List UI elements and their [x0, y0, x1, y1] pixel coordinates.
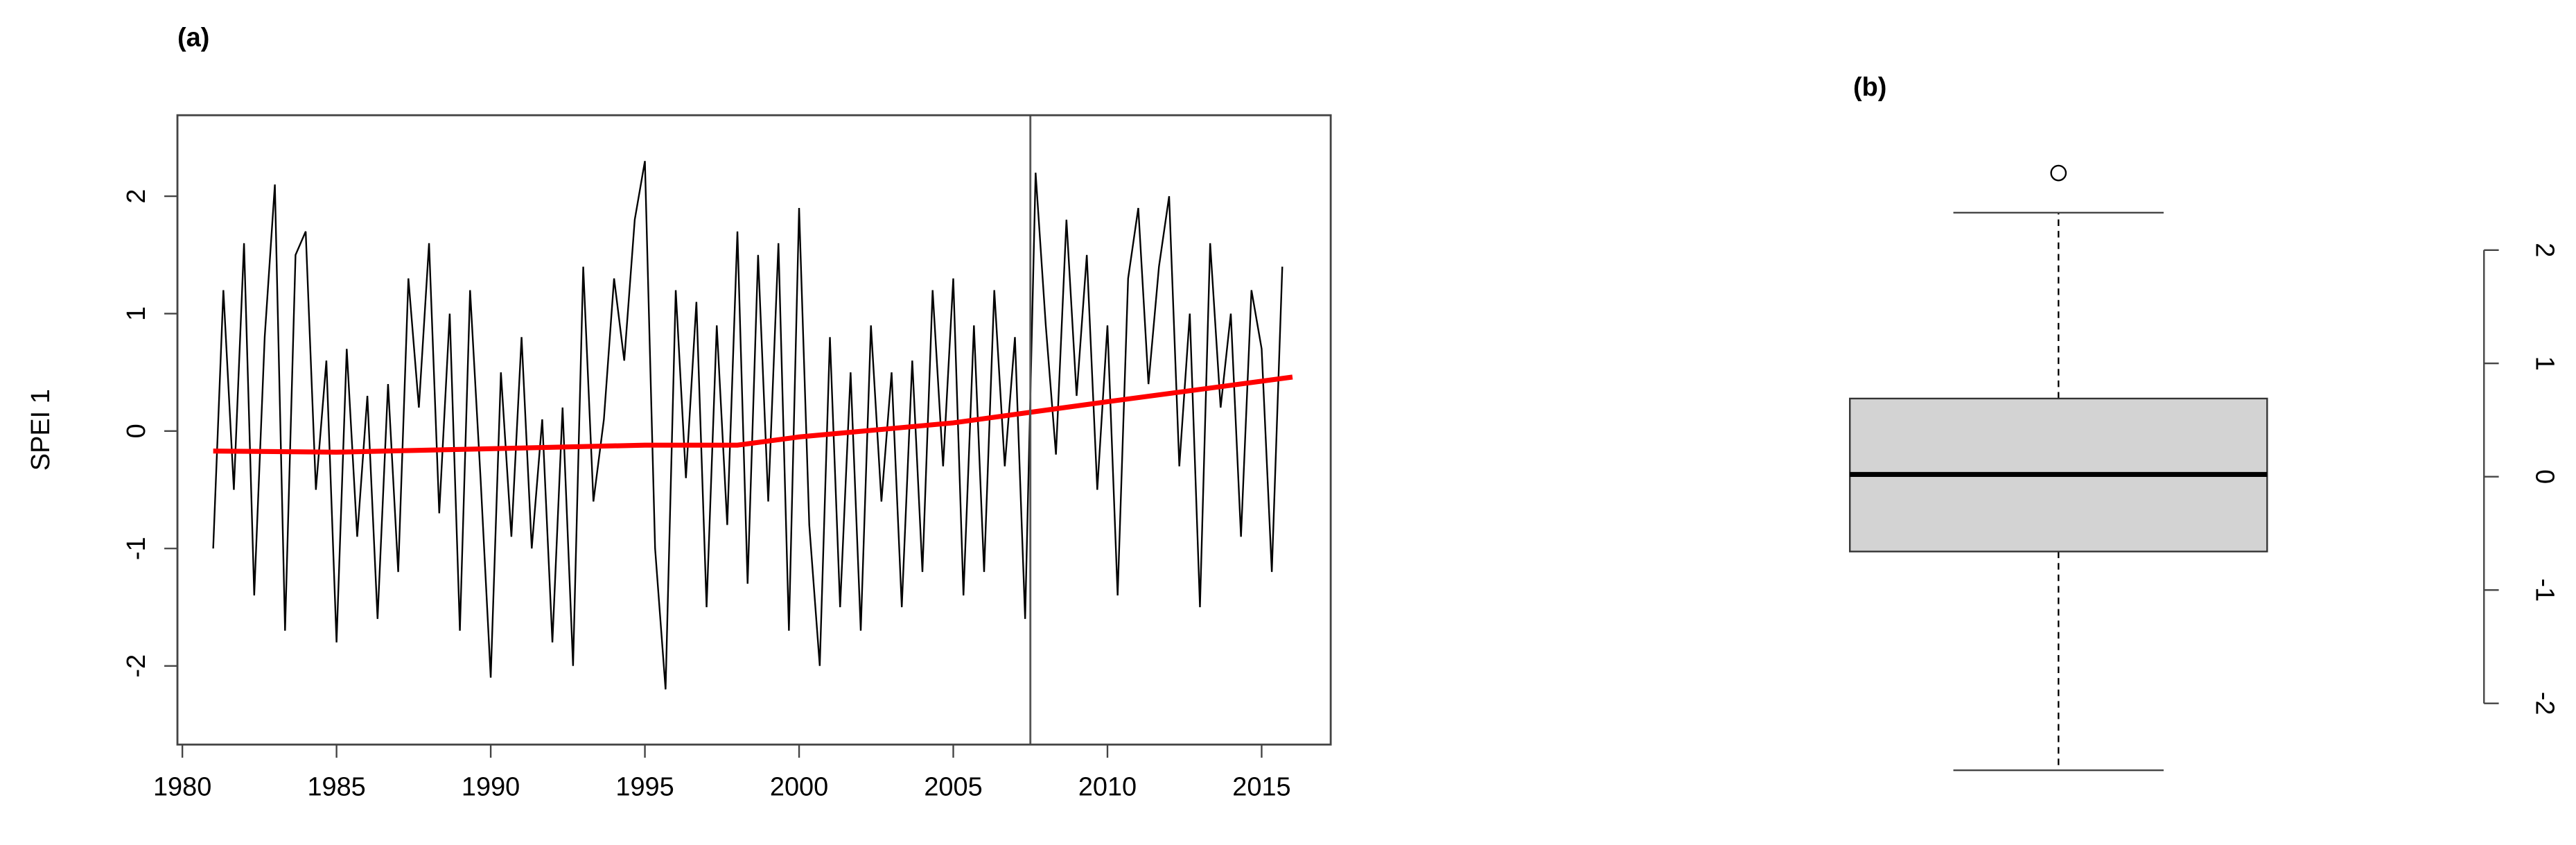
- panel-label: (a): [177, 24, 209, 53]
- x-tick-label: 2000: [770, 773, 828, 802]
- y-tick-label: 2: [122, 189, 151, 204]
- y-tick-label: -2: [122, 654, 151, 678]
- y-tick-label: -2: [2530, 692, 2559, 715]
- y-tick-label: 0: [122, 424, 151, 438]
- outlier: [2050, 164, 2067, 182]
- y-tick-label: -1: [122, 537, 151, 560]
- x-tick-label: 1995: [615, 773, 674, 802]
- y-tick-label: 1: [122, 306, 151, 321]
- y-tick-label: 0: [2530, 469, 2559, 484]
- x-tick-label: 1990: [462, 773, 520, 802]
- y-tick-label: -1: [2530, 578, 2559, 602]
- x-tick-label: 1980: [153, 773, 211, 802]
- trend-line: [213, 374, 1293, 455]
- x-tick-label: 2005: [924, 773, 982, 802]
- x-tick-label: 2015: [1232, 773, 1290, 802]
- x-tick-label: 1985: [307, 773, 365, 802]
- spei-line: [212, 161, 1283, 690]
- plot-frame: [176, 114, 1332, 746]
- y-tick-label: 2: [2530, 243, 2559, 257]
- y-axis-label: SPEI 1: [26, 389, 55, 471]
- x-tick-label: 2010: [1078, 773, 1137, 802]
- y-tick-label: 1: [2530, 356, 2559, 371]
- panel-label: (b): [1853, 73, 1886, 102]
